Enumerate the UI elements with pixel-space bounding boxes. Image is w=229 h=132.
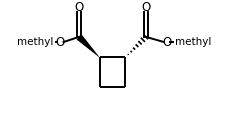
Polygon shape bbox=[76, 34, 99, 58]
Text: O: O bbox=[162, 36, 171, 49]
Text: O: O bbox=[74, 1, 83, 14]
Text: methyl: methyl bbox=[175, 37, 211, 47]
Text: O: O bbox=[55, 36, 65, 49]
Text: O: O bbox=[141, 1, 150, 14]
Text: methyl: methyl bbox=[17, 37, 53, 47]
